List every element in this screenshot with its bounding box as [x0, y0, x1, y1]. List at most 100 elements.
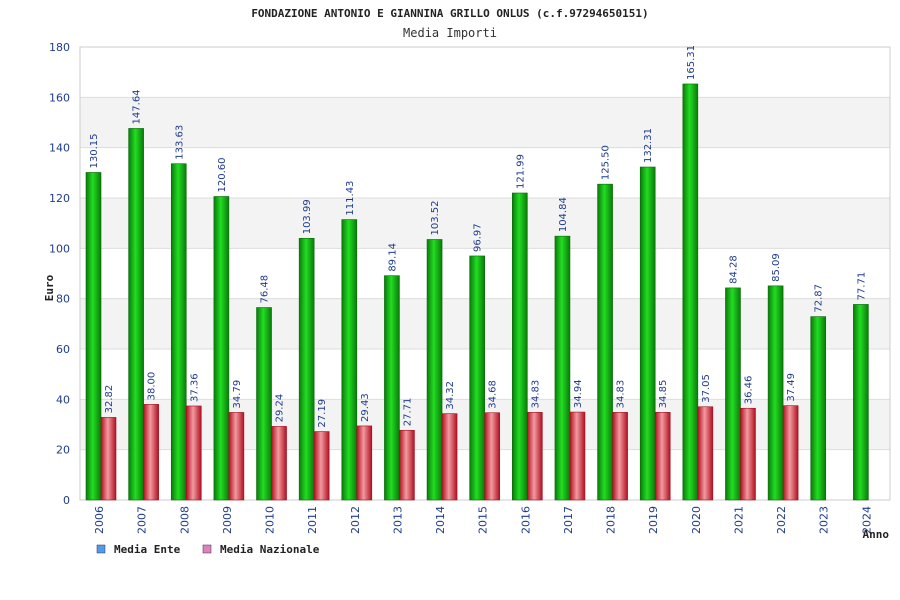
- legend-label-media-nazionale: Media Nazionale: [220, 543, 320, 556]
- x-axis-label: Anno: [863, 528, 890, 541]
- bar-media-ente: [384, 275, 400, 501]
- bar-media-ente: [469, 255, 485, 501]
- data-label: 96.97: [473, 223, 484, 252]
- bar-media-ente: [512, 192, 528, 501]
- bar-media-ente: [298, 237, 315, 501]
- bar-media-nazionale: [740, 407, 756, 501]
- x-tick-label: 2024: [860, 506, 873, 534]
- data-label: 103.52: [430, 200, 441, 235]
- bar-media-nazionale: [100, 417, 117, 501]
- data-label: 84.28: [728, 255, 739, 284]
- x-tick-label: 2009: [221, 506, 234, 534]
- bar-media-nazionale: [399, 429, 415, 501]
- data-label: 72.87: [814, 284, 825, 313]
- data-label: 27.19: [317, 399, 328, 428]
- bar-media-nazionale: [185, 405, 202, 501]
- x-tick-label: 2012: [349, 506, 362, 534]
- data-label: 34.94: [573, 379, 584, 408]
- x-tick-label: 2008: [178, 506, 191, 534]
- grid-band: [80, 97, 890, 148]
- data-label: 37.36: [189, 373, 200, 402]
- x-tick-label: 2017: [562, 506, 575, 534]
- chart-title: FONDAZIONE ANTONIO E GIANNINA GRILLO ONL…: [251, 7, 648, 20]
- bar-media-ente: [597, 183, 613, 501]
- data-label: 76.48: [260, 275, 271, 304]
- bar-media-nazionale: [782, 405, 799, 501]
- bar-media-nazionale: [271, 426, 287, 501]
- y-tick-label: 80: [56, 293, 70, 306]
- data-label: 34.79: [232, 380, 243, 409]
- data-label: 121.99: [515, 154, 526, 189]
- grid-band: [80, 47, 890, 98]
- data-label: 147.64: [132, 89, 143, 124]
- x-tick-label: 2014: [434, 506, 447, 534]
- bar-media-nazionale: [697, 406, 714, 501]
- x-tick-label: 2023: [818, 506, 831, 534]
- x-tick-label: 2010: [264, 506, 277, 534]
- bar-media-nazionale: [484, 412, 500, 501]
- data-label: 89.14: [387, 243, 398, 272]
- y-tick-label: 120: [49, 192, 70, 205]
- bar-media-nazionale: [313, 431, 330, 501]
- bar-media-ente: [810, 316, 827, 501]
- y-tick-label: 60: [56, 343, 70, 356]
- x-tick-label: 2021: [732, 506, 745, 534]
- x-tick-label: 2020: [690, 506, 703, 534]
- bar-media-nazionale: [441, 413, 458, 501]
- y-tick-label: 0: [63, 494, 70, 507]
- data-label: 85.09: [771, 253, 782, 282]
- data-label: 27.71: [402, 398, 413, 427]
- data-label: 36.46: [743, 376, 754, 405]
- x-tick-label: 2015: [477, 506, 490, 534]
- data-label: 38.00: [147, 372, 158, 401]
- data-label: 103.99: [302, 199, 313, 234]
- y-tick-label: 20: [56, 444, 70, 457]
- bar-media-ente: [341, 219, 358, 501]
- data-label: 37.05: [701, 374, 712, 403]
- data-label: 34.83: [616, 380, 627, 409]
- legend-swatch-media-ente: [96, 544, 106, 554]
- bar-media-nazionale: [356, 425, 373, 501]
- data-label: 111.43: [345, 181, 356, 216]
- legend-label-media-ente: Media Ente: [114, 543, 181, 556]
- x-axis: 2006 2007 2008 2009 2010 2011 2012 2013 2014 2015…: [93, 506, 873, 534]
- data-label: 165.31: [686, 45, 697, 80]
- bar-media-ente: [213, 196, 230, 501]
- x-tick-label: 2019: [647, 506, 660, 534]
- data-label: 132.31: [643, 128, 654, 163]
- x-tick-label: 2006: [93, 506, 106, 534]
- data-label: 125.50: [601, 145, 612, 180]
- x-tick-label: 2022: [775, 506, 788, 534]
- y-tick-label: 40: [56, 393, 70, 406]
- x-tick-label: 2007: [136, 506, 149, 534]
- legend: Media Ente Media Nazionale: [96, 543, 320, 556]
- y-axis: 0 20 40 60 80 100 120 140 160 180: [49, 41, 70, 507]
- bar-media-nazionale: [612, 412, 628, 501]
- data-label: 34.68: [488, 380, 499, 409]
- data-label: 77.71: [856, 272, 867, 301]
- data-label: 120.60: [217, 157, 228, 192]
- data-label: 29.24: [275, 394, 286, 423]
- bar-media-ente: [682, 83, 699, 501]
- bar-media-nazionale: [654, 411, 671, 501]
- bar-media-nazionale: [143, 404, 159, 501]
- x-tick-label: 2011: [306, 506, 319, 534]
- x-tick-label: 2016: [519, 506, 532, 534]
- bar-media-ente: [554, 235, 571, 501]
- bar-media-nazionale: [569, 411, 586, 501]
- data-label: 104.84: [558, 197, 569, 232]
- bar-media-nazionale: [228, 412, 245, 501]
- y-tick-label: 180: [49, 41, 70, 54]
- bar-media-ente: [725, 287, 741, 501]
- y-tick-label: 100: [49, 242, 70, 255]
- bar-media-ente: [128, 128, 144, 501]
- data-label: 34.85: [658, 380, 669, 409]
- bars: 130.15 32.82 147.64 38.00 133.63 37.36 120.60 3…: [85, 45, 869, 501]
- data-label: 32.82: [104, 385, 115, 414]
- data-label: 37.49: [786, 373, 797, 402]
- y-tick-label: 160: [49, 91, 70, 104]
- bar-media-ente: [767, 285, 784, 501]
- bar-media-ente: [426, 239, 443, 501]
- data-label: 133.63: [174, 125, 185, 160]
